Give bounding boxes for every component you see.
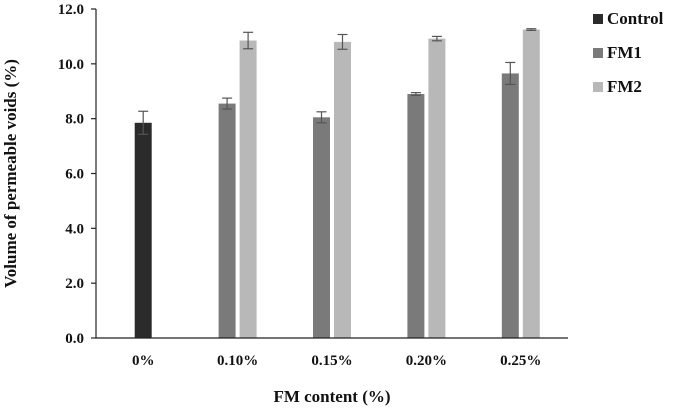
tick-labels-group: 0.0 2.0 4.0 6.0 8.0 10.0 12.0 0% 0.10% 0.15% 0.20%…	[58, 2, 542, 369]
bar	[239, 40, 257, 338]
y-tick-label: 4.0	[65, 221, 84, 237]
legend-swatch	[593, 82, 603, 92]
bar	[407, 93, 425, 338]
legend-label: FM2	[607, 77, 642, 96]
x-tick-label: 0.10%	[217, 353, 258, 369]
legend: Control FM1 FM2	[593, 9, 664, 96]
x-tick-label: 0.25%	[500, 353, 541, 369]
legend-label: Control	[607, 9, 664, 28]
bar	[501, 73, 519, 338]
bar	[334, 41, 351, 339]
bar	[522, 29, 540, 338]
y-tick-label: 2.0	[65, 276, 84, 292]
legend-swatch	[593, 14, 603, 24]
x-tick-label: 0.20%	[406, 353, 447, 369]
x-tick-label: 0.15%	[311, 353, 352, 369]
bar	[313, 117, 330, 338]
error-bars-group	[138, 28, 537, 135]
bar	[134, 122, 152, 338]
bar	[218, 103, 236, 339]
axes-group	[91, 8, 568, 339]
y-tick-label: 8.0	[65, 112, 84, 128]
y-tick-label: 12.0	[58, 2, 84, 18]
legend-swatch	[593, 48, 603, 58]
bars-group	[134, 29, 540, 339]
y-tick-label: 0.0	[65, 331, 84, 347]
y-axis-title: Volume of permeable voids (%)	[1, 59, 20, 288]
x-tick-label: 0%	[132, 353, 155, 369]
y-tick-label: 6.0	[65, 167, 84, 183]
y-tick-label: 10.0	[58, 57, 84, 73]
legend-label: FM1	[607, 43, 642, 62]
bar	[428, 38, 446, 339]
x-axis-title: FM content (%)	[273, 387, 390, 406]
